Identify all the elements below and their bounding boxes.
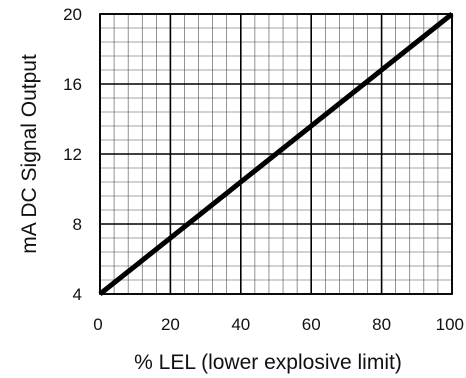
y-axis-title: mA DC Signal Output [18, 54, 41, 254]
y-tick-label: 20 [63, 5, 82, 24]
x-tick-label: 100 [436, 315, 464, 334]
x-tick-label: 60 [302, 315, 321, 334]
plot-frame [99, 13, 453, 295]
y-tick-label: 8 [73, 215, 82, 234]
x-axis-title: % LEL (lower explosive limit) [134, 351, 402, 374]
y-tick-label: 12 [63, 145, 82, 164]
x-tick-label: 40 [231, 315, 250, 334]
x-tick-labels: 0 20 40 60 80 100 [93, 315, 464, 334]
x-tick-label: 80 [372, 315, 391, 334]
x-tick-label: 0 [93, 315, 102, 334]
series-layer [98, 12, 454, 296]
y-tick-label: 16 [63, 75, 82, 94]
y-tick-labels: 4 8 12 16 20 [63, 5, 82, 304]
series-line-0 [98, 12, 454, 296]
y-tick-label: 4 [73, 285, 82, 304]
x-tick-label: 20 [161, 315, 180, 334]
